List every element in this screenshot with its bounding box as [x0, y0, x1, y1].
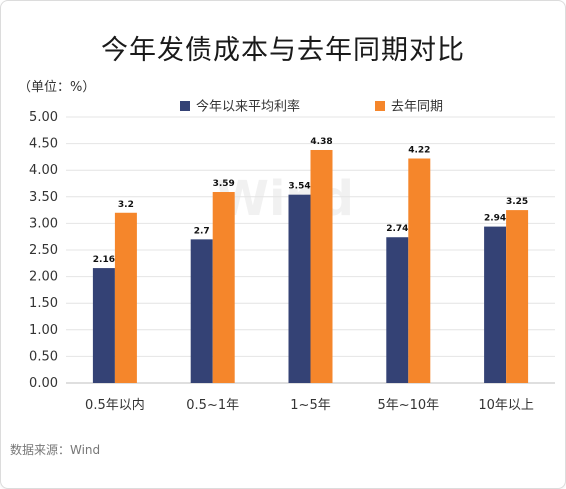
data-label: 3.2: [118, 200, 134, 210]
y-tick-label: 2.50: [29, 243, 58, 258]
legend: 今年以来平均利率 去年同期: [180, 99, 443, 115]
data-label: 4.38: [310, 137, 332, 147]
y-tick-label: 0.50: [29, 349, 58, 364]
y-tick-label: 4.50: [29, 137, 58, 152]
data-label: 3.54: [288, 182, 310, 192]
y-tick-label: 1.50: [29, 296, 58, 311]
x-axis-categories: 0.5年以内 0.5~1年 1~5年 5年~10年 10年以上: [85, 397, 534, 413]
bar-current: [288, 194, 311, 383]
bar-lastyear: [310, 149, 333, 383]
bar-lastyear: [114, 212, 137, 383]
bar-lastyear: [212, 192, 235, 383]
legend-swatch: [375, 101, 385, 111]
x-category-label: 10年以上: [478, 398, 534, 413]
data-label: 3.25: [506, 197, 528, 207]
bar-current: [190, 239, 213, 383]
bar-current: [484, 226, 507, 383]
watermark: Wind: [216, 171, 354, 227]
data-label: 2.7: [194, 226, 210, 236]
data-label: 3.59: [213, 179, 235, 189]
x-category-label: 5年~10年: [377, 398, 439, 413]
unit-label: （单位：%）: [18, 80, 96, 95]
x-category-label: 1~5年: [290, 398, 330, 413]
legend-swatch: [180, 101, 190, 111]
legend-label: 今年以来平均利率: [196, 99, 300, 115]
data-label: 2.74: [386, 224, 408, 234]
bar-lastyear: [506, 210, 529, 383]
y-tick-label: 3.00: [29, 216, 58, 231]
x-category-label: 0.5年以内: [85, 397, 145, 413]
y-tick-label: 1.00: [29, 323, 58, 338]
data-label: 2.16: [93, 255, 115, 265]
bar-lastyear: [408, 158, 431, 383]
bar-current: [92, 268, 115, 383]
source-note: 数据来源：Wind: [10, 443, 101, 457]
y-tick-label: 2.00: [29, 270, 58, 285]
y-tick-label: 3.50: [29, 190, 58, 205]
y-tick-label: 5.00: [29, 110, 58, 125]
data-label: 4.22: [408, 145, 430, 155]
bars: 2.16 3.2 2.7 3.59 3.54 4.38 2.74 4.22 2.943.25: [93, 137, 528, 383]
x-category-label: 0.5~1年: [186, 398, 239, 413]
y-tick-label: 4.00: [29, 163, 58, 178]
data-label: 2.94: [484, 214, 506, 224]
chart-title: 今年发债成本与去年同期对比: [101, 35, 465, 66]
bar-current: [386, 237, 409, 383]
legend-label: 去年同期: [391, 100, 443, 115]
y-axis-ticks: 0.00 0.50 1.00 1.50 2.00 2.50 3.00 3.50 4.00 4.50…: [29, 110, 58, 391]
y-tick-label: 0.00: [29, 376, 58, 391]
